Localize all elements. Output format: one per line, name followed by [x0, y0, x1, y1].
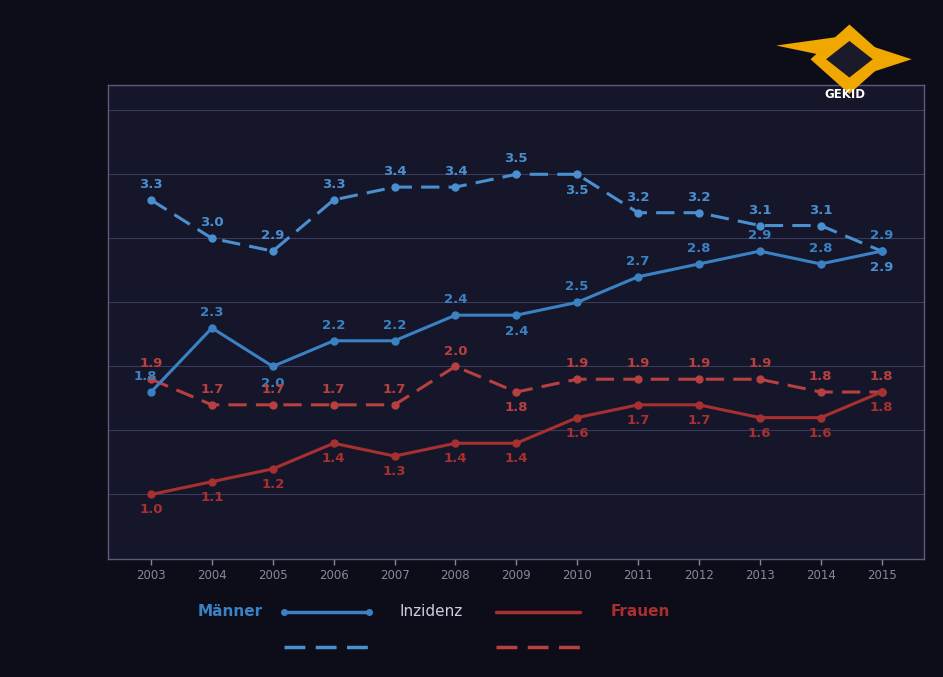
Bar: [108, 514, 924, 559]
Text: 1.7: 1.7: [322, 383, 345, 396]
Text: 1.2: 1.2: [261, 478, 285, 491]
Text: 2.0: 2.0: [443, 345, 467, 357]
Text: 1.6: 1.6: [566, 427, 589, 439]
Text: 1.7: 1.7: [383, 383, 406, 396]
Text: 2.7: 2.7: [626, 255, 650, 268]
Text: 1.8: 1.8: [869, 401, 893, 414]
Text: 1.8: 1.8: [505, 401, 528, 414]
Text: 3.0: 3.0: [200, 217, 223, 230]
Text: 1.9: 1.9: [140, 357, 163, 370]
Text: 1.6: 1.6: [748, 427, 771, 439]
Text: 3.3: 3.3: [322, 178, 345, 191]
Text: 1.7: 1.7: [687, 414, 711, 427]
Text: 1.8: 1.8: [133, 370, 157, 383]
Polygon shape: [826, 41, 873, 78]
Text: 3.2: 3.2: [687, 191, 711, 204]
Text: 1.7: 1.7: [261, 383, 285, 396]
Text: 2.4: 2.4: [443, 293, 467, 306]
Text: 3.5: 3.5: [505, 152, 528, 165]
Text: 1.9: 1.9: [748, 357, 771, 370]
Text: 3.4: 3.4: [443, 165, 467, 178]
Text: 1.9: 1.9: [626, 357, 650, 370]
Text: 2.0: 2.0: [261, 376, 285, 389]
Text: 3.3: 3.3: [140, 178, 163, 191]
Text: 1.4: 1.4: [505, 452, 528, 465]
Text: 2.4: 2.4: [505, 326, 528, 338]
Text: 2.3: 2.3: [200, 306, 223, 319]
Text: 1.9: 1.9: [566, 357, 588, 370]
Text: 1.7: 1.7: [626, 414, 650, 427]
Text: 2.9: 2.9: [261, 230, 285, 242]
Text: 1.4: 1.4: [322, 452, 345, 465]
Text: GEKID: GEKID: [824, 88, 866, 102]
Text: 1.9: 1.9: [687, 357, 711, 370]
Text: 1.8: 1.8: [809, 370, 833, 383]
Text: 1.6: 1.6: [809, 427, 833, 439]
Polygon shape: [811, 24, 888, 94]
Text: 2.9: 2.9: [869, 230, 893, 242]
Text: 3.1: 3.1: [748, 204, 771, 217]
Polygon shape: [776, 37, 842, 59]
Text: 3.2: 3.2: [626, 191, 650, 204]
Text: 1.4: 1.4: [443, 452, 467, 465]
Text: 1.0: 1.0: [140, 504, 163, 517]
Text: Inzidenz: Inzidenz: [399, 604, 462, 619]
Text: 2.9: 2.9: [748, 230, 771, 242]
Text: 2.5: 2.5: [566, 280, 588, 294]
Text: Männer: Männer: [197, 604, 263, 619]
Text: 2.8: 2.8: [809, 242, 833, 255]
Text: 2.2: 2.2: [383, 319, 406, 332]
Text: 1.1: 1.1: [200, 491, 223, 504]
Text: Frauen: Frauen: [610, 604, 670, 619]
Text: 3.4: 3.4: [383, 165, 406, 178]
Text: 3.1: 3.1: [809, 204, 833, 217]
Text: 1.7: 1.7: [200, 383, 223, 396]
Text: 2.9: 2.9: [869, 261, 893, 274]
Text: 1.8: 1.8: [869, 370, 893, 383]
Text: 2.8: 2.8: [687, 242, 711, 255]
Text: 2.2: 2.2: [322, 319, 345, 332]
Text: 1.3: 1.3: [383, 465, 406, 478]
Text: 3.5: 3.5: [566, 184, 589, 198]
Polygon shape: [842, 37, 912, 82]
